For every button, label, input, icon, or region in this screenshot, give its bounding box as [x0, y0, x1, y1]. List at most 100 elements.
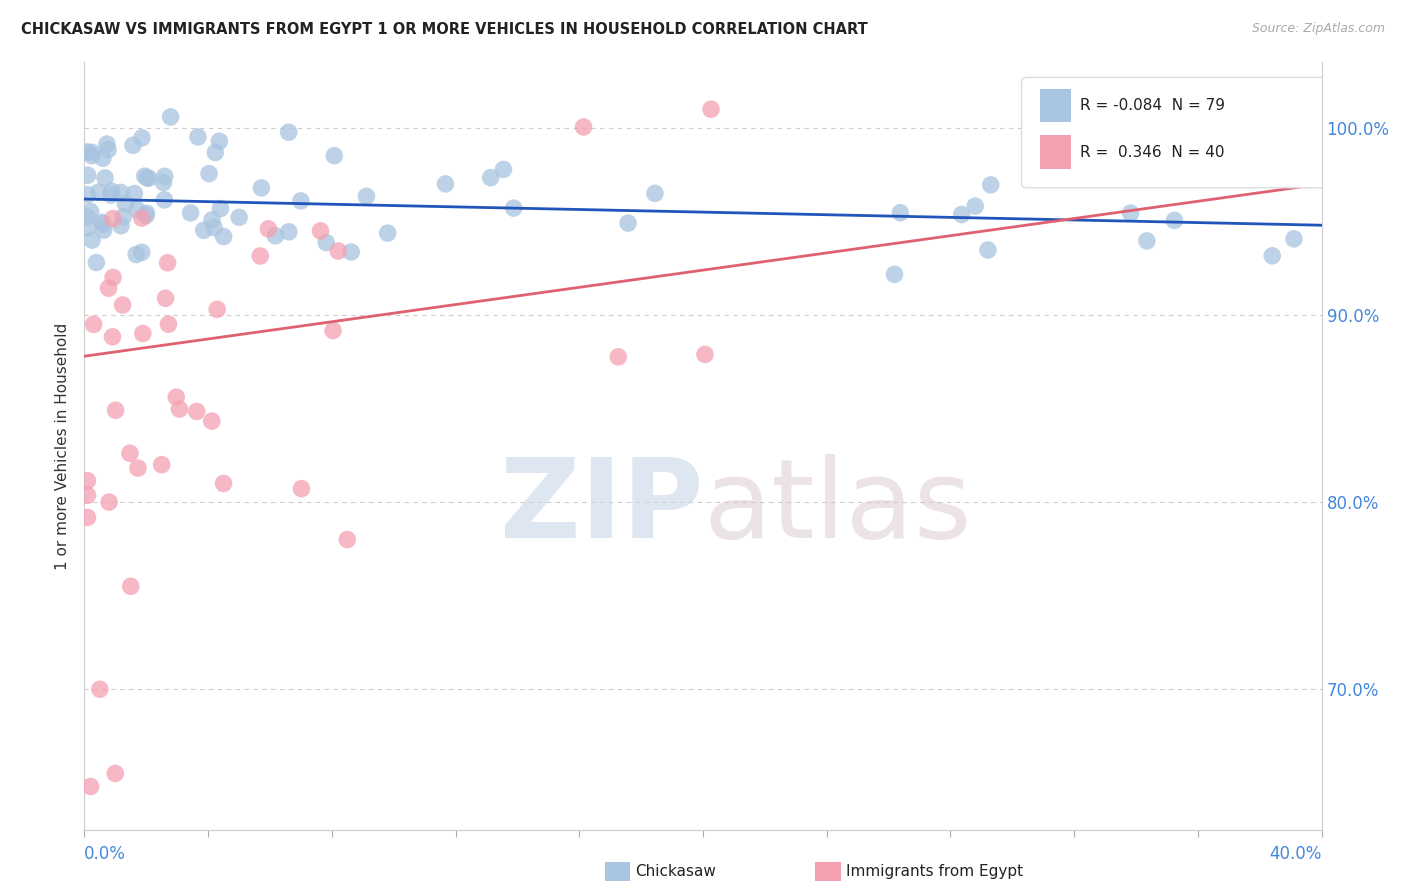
Point [96, 136, 118, 151]
Point [100, 188, 122, 202]
Point [290, 482, 312, 496]
Point [82, 145, 104, 160]
Point [479, 170, 502, 185]
Point [138, 171, 160, 186]
Point [323, 149, 346, 163]
Point [209, 202, 232, 216]
Point [152, 176, 174, 190]
Y-axis label: 1 or more Vehicles in Household: 1 or more Vehicles in Household [55, 322, 70, 570]
Text: ZIP: ZIP [499, 454, 703, 561]
Point [201, 414, 224, 428]
Point [153, 169, 176, 184]
Point [1163, 213, 1185, 227]
Point [76, 474, 98, 488]
Point [135, 206, 157, 220]
Point [97, 143, 120, 157]
Point [89, 682, 111, 697]
Point [187, 130, 209, 145]
Point [1215, 159, 1237, 173]
Text: R =  0.346  N = 40: R = 0.346 N = 40 [1080, 145, 1225, 160]
Point [86, 255, 108, 269]
Point [165, 390, 187, 404]
Point [950, 207, 973, 221]
Point [249, 249, 271, 263]
Point [193, 223, 215, 237]
Point [135, 170, 157, 185]
Point [127, 461, 149, 475]
Point [1136, 234, 1159, 248]
Point [328, 244, 350, 258]
Point [204, 145, 226, 160]
Point [131, 245, 153, 260]
Point [572, 120, 595, 134]
Point [1282, 232, 1305, 246]
Text: 0.0%: 0.0% [84, 845, 127, 863]
Point [212, 229, 235, 244]
Point [322, 324, 344, 338]
Point [607, 350, 630, 364]
Point [76, 210, 98, 224]
Point [97, 281, 120, 295]
Point [101, 270, 124, 285]
Point [114, 196, 136, 211]
Point [122, 138, 145, 153]
Point [228, 211, 250, 225]
Point [644, 186, 666, 201]
Point [98, 495, 121, 509]
Text: 40.0%: 40.0% [1270, 845, 1322, 863]
Point [198, 167, 221, 181]
Point [157, 317, 180, 331]
Point [104, 766, 127, 780]
Point [124, 186, 146, 201]
Text: R = -0.084  N = 79: R = -0.084 N = 79 [1080, 98, 1226, 113]
Point [290, 194, 312, 208]
Point [336, 533, 359, 547]
Point [492, 162, 515, 177]
Point [110, 186, 132, 200]
Point [277, 125, 299, 139]
Point [150, 458, 173, 472]
Point [76, 187, 98, 202]
Point [315, 235, 337, 250]
Point [76, 488, 98, 502]
Point [889, 206, 911, 220]
Text: CHICKASAW VS IMMIGRANTS FROM EGYPT 1 OR MORE VEHICLES IN HOUSEHOLD CORRELATION C: CHICKASAW VS IMMIGRANTS FROM EGYPT 1 OR … [21, 22, 868, 37]
Point [883, 268, 905, 282]
Point [125, 247, 148, 261]
Point [434, 177, 457, 191]
Point [250, 181, 273, 195]
Point [131, 211, 153, 226]
Point [212, 476, 235, 491]
Bar [1040, 136, 1071, 169]
Point [169, 402, 191, 417]
Text: atlas: atlas [703, 454, 972, 561]
Point [101, 330, 124, 344]
Point [980, 178, 1002, 192]
Point [82, 233, 104, 247]
Point [617, 216, 640, 230]
Point [94, 170, 117, 185]
Point [76, 510, 98, 524]
Point [340, 244, 363, 259]
Text: Chickasaw: Chickasaw [636, 864, 717, 879]
Point [83, 318, 105, 332]
Point [502, 201, 524, 215]
Point [208, 134, 231, 148]
Point [277, 225, 299, 239]
Point [309, 224, 332, 238]
Point [159, 110, 181, 124]
Point [79, 204, 101, 219]
Text: Immigrants from Egypt: Immigrants from Egypt [846, 864, 1024, 879]
Point [1119, 206, 1142, 220]
Point [80, 149, 103, 163]
Point [180, 206, 202, 220]
Point [205, 302, 228, 317]
Point [118, 446, 141, 460]
Point [91, 215, 114, 229]
Point [965, 199, 987, 213]
Point [112, 210, 135, 224]
Point [76, 169, 98, 183]
Point [111, 298, 134, 312]
Point [693, 347, 716, 361]
Point [153, 193, 176, 207]
